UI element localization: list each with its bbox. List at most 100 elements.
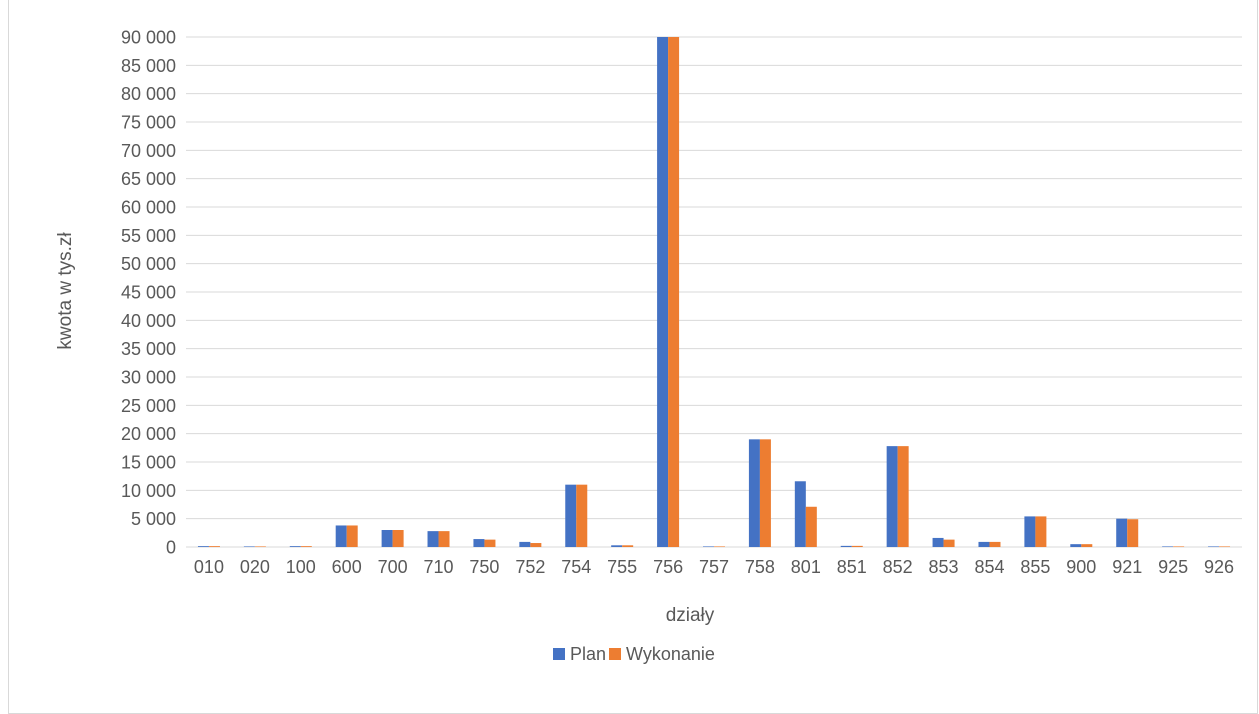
bar-plan [611, 545, 623, 547]
x-axis-label: działy [666, 605, 715, 626]
bar-wykonanie [484, 539, 496, 547]
y-tick-label: 75 000 [121, 113, 176, 133]
x-tick-label: 756 [653, 557, 683, 577]
x-tick-label: 752 [515, 557, 545, 577]
y-tick-label: 40 000 [121, 311, 176, 331]
x-tick-label: 855 [1020, 557, 1050, 577]
y-tick-label: 15 000 [121, 453, 176, 473]
x-tick-label: 851 [837, 557, 867, 577]
y-tick-label: 65 000 [121, 169, 176, 189]
bar-wykonanie [668, 37, 680, 547]
bar-wykonanie [989, 541, 1001, 547]
bar-plan [657, 37, 669, 547]
legend-swatch-plan [553, 648, 565, 660]
x-tick-label: 853 [929, 557, 959, 577]
bar-plan [748, 439, 760, 547]
bar-plan [794, 481, 806, 547]
x-tick-label: 010 [194, 557, 224, 577]
bar-plan [1116, 518, 1128, 547]
gridlines [186, 36, 1242, 548]
y-axis-label: kwota w tys.zł [55, 232, 76, 350]
y-tick-label: 80 000 [121, 84, 176, 104]
bar-wykonanie [851, 545, 863, 547]
bar-plan [886, 446, 898, 547]
y-tick-label: 20 000 [121, 424, 176, 444]
y-tick-label: 30 000 [121, 368, 176, 388]
x-tick-label: 854 [974, 557, 1004, 577]
bar-plan [565, 484, 577, 547]
bar-plan [427, 531, 439, 547]
bar-plan [840, 545, 852, 547]
bar-plan [1208, 546, 1220, 547]
bar-wykonanie [576, 484, 588, 547]
bar-plan [243, 546, 255, 547]
x-tick-label: 700 [378, 557, 408, 577]
bar-wykonanie [805, 506, 817, 547]
bar-wykonanie [759, 439, 771, 547]
y-tick-label: 90 000 [121, 28, 176, 48]
bar-wykonanie [438, 531, 450, 547]
bar-plan [197, 546, 209, 547]
bar-wykonanie [1173, 546, 1185, 547]
y-tick-label: 10 000 [121, 481, 176, 501]
bar-wykonanie [897, 446, 909, 547]
x-tick-label: 100 [286, 557, 316, 577]
bar-plan [381, 530, 393, 547]
bar-wykonanie [1219, 546, 1231, 547]
y-tick-label: 25 000 [121, 396, 176, 416]
bar-wykonanie [1081, 544, 1093, 547]
x-tick-label: 757 [699, 557, 729, 577]
x-tick-label: 758 [745, 557, 775, 577]
y-tick-label: 70 000 [121, 141, 176, 161]
bars [197, 37, 1231, 547]
bar-wykonanie [714, 546, 725, 547]
x-tick-label: 926 [1204, 557, 1234, 577]
bar-plan [335, 525, 347, 547]
x-tick-label: 755 [607, 557, 637, 577]
x-tick-label: 020 [240, 557, 270, 577]
bar-plan [289, 546, 301, 547]
bar-plan [1070, 544, 1082, 547]
y-tick-label: 0 [166, 538, 176, 558]
x-tick-label: 900 [1066, 557, 1096, 577]
bar-wykonanie [1035, 516, 1047, 547]
bar-wykonanie [943, 539, 955, 547]
y-axis-tick-labels: 0 5 000 10 000 15 000 20 000 25 000 30 000 35 0… [121, 28, 176, 558]
x-tick-label: 754 [561, 557, 591, 577]
bar-plan [473, 539, 485, 547]
x-tick-label: 600 [332, 557, 362, 577]
legend-label: Wykonanie [626, 644, 715, 664]
bar-wykonanie [300, 546, 312, 547]
bar-wykonanie [1127, 519, 1139, 547]
x-tick-label: 801 [791, 557, 821, 577]
y-tick-label: 55 000 [121, 226, 176, 246]
bar-wykonanie [392, 530, 404, 547]
legend-label: Plan [570, 644, 606, 664]
x-tick-label: 750 [469, 557, 499, 577]
x-tick-label: 710 [423, 557, 453, 577]
bar-plan [978, 541, 990, 547]
y-tick-label: 50 000 [121, 254, 176, 274]
legend: Plan Wykonanie [553, 644, 715, 664]
bar-plan [1024, 516, 1036, 547]
y-tick-label: 35 000 [121, 339, 176, 359]
y-tick-label: 60 000 [121, 198, 176, 218]
y-tick-label: 45 000 [121, 283, 176, 303]
legend-swatch-wykonanie [609, 648, 621, 660]
x-tick-label: 925 [1158, 557, 1188, 577]
bar-wykonanie [530, 543, 542, 547]
x-axis-tick-labels: 010 020 100 600 700 710 750 752 754 755 756 757 758 8… [194, 557, 1234, 577]
bar-plan [519, 541, 531, 547]
bar-plan [932, 537, 944, 547]
bar-wykonanie [208, 546, 220, 547]
bar-plan [1162, 546, 1174, 547]
y-tick-label: 85 000 [121, 56, 176, 76]
bar-wykonanie [622, 545, 634, 547]
x-tick-label: 852 [883, 557, 913, 577]
bar-wykonanie [254, 546, 266, 547]
y-tick-label: 5 000 [131, 509, 176, 529]
x-tick-label: 921 [1112, 557, 1142, 577]
bar-wykonanie [346, 525, 358, 547]
bar-plan [703, 546, 714, 547]
